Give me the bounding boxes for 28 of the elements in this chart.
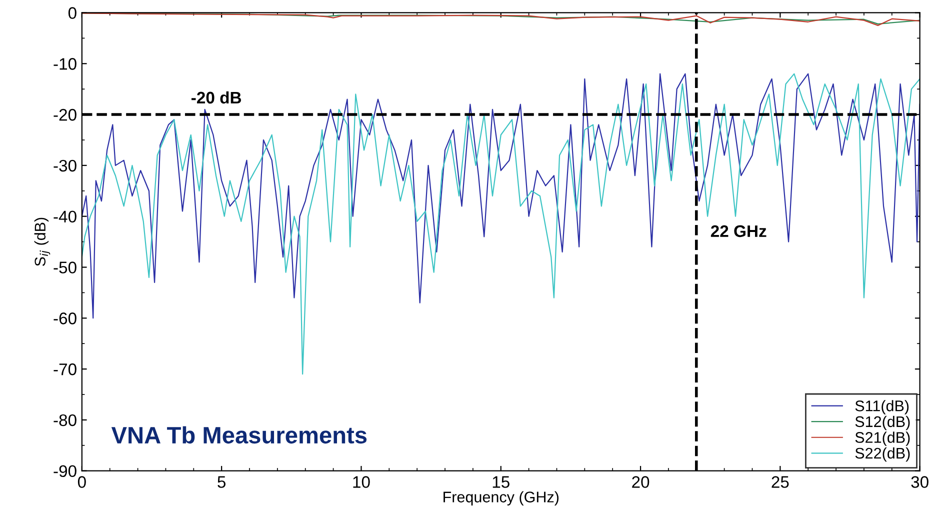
y-tick-label: -30	[54, 160, 76, 172]
annotation: VNA Tb Measurements	[111, 426, 367, 444]
legend-label: S21(dB)	[855, 432, 910, 446]
y-axis-title: S$_{ij}$ (dB)	[34, 218, 50, 266]
x-tick-label: 15	[492, 476, 510, 488]
x-axis-title: Frequency (GHz)	[444, 491, 559, 506]
x-tick-label: 10	[353, 476, 370, 488]
y-tick-label: -80	[54, 414, 76, 426]
y-tick-label: -40	[54, 210, 76, 223]
line-series	[82, 73, 920, 375]
y-tick-label: -20	[54, 108, 76, 121]
y-tick-label: -50	[54, 262, 76, 274]
ref-line-label: -20 dB	[192, 91, 242, 104]
legend-label: S12(dB)	[855, 416, 910, 430]
x-tick-label: 30	[911, 476, 928, 488]
y-tick-label: 0	[68, 7, 76, 19]
legend-label: S11(dB)	[855, 400, 909, 414]
y-tick-label: -10	[54, 58, 76, 70]
y-tick-label: -90	[54, 465, 76, 478]
y-tick-label: -60	[54, 312, 76, 324]
x-tick-label: 20	[632, 476, 650, 488]
x-tick-label: 25	[772, 476, 789, 488]
legend-label: S22(dB)	[855, 447, 910, 462]
y-tick-label: -70	[54, 363, 76, 376]
ref-line-label: 22 GHz	[710, 225, 766, 238]
x-tick-label: 0	[78, 476, 86, 488]
x-tick-label: 5	[218, 476, 226, 488]
line-series	[82, 73, 920, 319]
